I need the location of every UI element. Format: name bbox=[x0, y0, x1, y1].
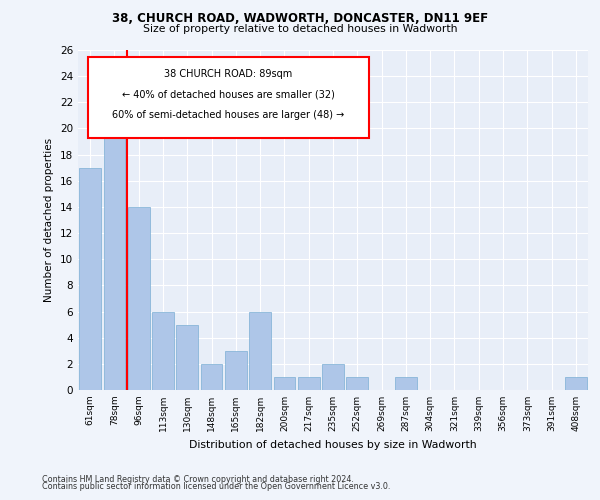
Bar bbox=[104, 102, 125, 390]
Bar bbox=[322, 364, 344, 390]
Bar bbox=[79, 168, 101, 390]
Bar bbox=[225, 351, 247, 390]
Text: Size of property relative to detached houses in Wadworth: Size of property relative to detached ho… bbox=[143, 24, 457, 34]
Text: 38 CHURCH ROAD: 89sqm: 38 CHURCH ROAD: 89sqm bbox=[164, 68, 293, 78]
Bar bbox=[395, 377, 417, 390]
Bar bbox=[274, 377, 295, 390]
Bar bbox=[565, 377, 587, 390]
Bar bbox=[249, 312, 271, 390]
Bar bbox=[298, 377, 320, 390]
Text: ← 40% of detached houses are smaller (32): ← 40% of detached houses are smaller (32… bbox=[122, 89, 335, 99]
Bar bbox=[176, 324, 198, 390]
Bar bbox=[128, 207, 149, 390]
FancyBboxPatch shape bbox=[88, 57, 369, 138]
Y-axis label: Number of detached properties: Number of detached properties bbox=[44, 138, 55, 302]
Bar bbox=[346, 377, 368, 390]
Text: 38, CHURCH ROAD, WADWORTH, DONCASTER, DN11 9EF: 38, CHURCH ROAD, WADWORTH, DONCASTER, DN… bbox=[112, 12, 488, 26]
Bar bbox=[152, 312, 174, 390]
Text: 60% of semi-detached houses are larger (48) →: 60% of semi-detached houses are larger (… bbox=[112, 110, 344, 120]
Text: Contains HM Land Registry data © Crown copyright and database right 2024.: Contains HM Land Registry data © Crown c… bbox=[42, 474, 354, 484]
Bar bbox=[200, 364, 223, 390]
Text: Contains public sector information licensed under the Open Government Licence v3: Contains public sector information licen… bbox=[42, 482, 391, 491]
X-axis label: Distribution of detached houses by size in Wadworth: Distribution of detached houses by size … bbox=[189, 440, 477, 450]
